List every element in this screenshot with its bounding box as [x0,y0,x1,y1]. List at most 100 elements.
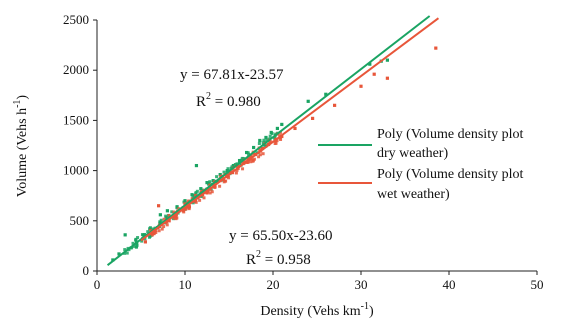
legend-item-dry: Poly (Volume density plot dry weather) [318,127,523,161]
legend-label-wet-line1: Poly (Volume density plot [377,167,523,182]
point-wet-cloud [249,160,253,164]
point-wet [434,46,438,50]
point-dry [165,209,169,213]
legend-item-wet: Poly (Volume density plot wet weather) [318,167,523,202]
dry-equation: y = 67.81x-23.57 [180,67,284,83]
point-wet-cloud [258,148,262,152]
point-wet-cloud [251,159,255,163]
y-tick-label: 500 [70,213,90,228]
point-dry [231,163,235,168]
x-tick-label: 0 [94,277,101,292]
point-wet-cloud [210,190,214,194]
point-wet-cloud [228,170,232,174]
point-wet [167,219,171,223]
point-dry-cloud [147,235,151,239]
y-tick-label: 0 [83,263,90,278]
point-wet-cloud [231,168,235,172]
point-dry-cloud [222,170,226,174]
point-wet-cloud [218,184,222,188]
point-dry-cloud [170,210,174,214]
y-tick-label: 1500 [63,112,89,127]
point-wet-cloud [167,213,171,217]
point-wet-cloud [150,231,154,235]
point-wet [293,126,297,131]
point-dry [269,130,273,135]
axes [96,20,537,272]
point-dry-cloud [208,180,212,184]
point-wet-cloud [202,196,206,200]
point-wet-cloud [198,198,202,202]
point-wet-cloud [165,223,169,227]
point-wet-cloud [278,136,282,140]
y-axis-title: Volume (Vehs h-1) [12,95,30,198]
point-wet [212,183,216,187]
point-dry-cloud [146,230,150,234]
point-dry-cloud [268,134,272,138]
point-dry [225,169,229,173]
point-wet-cloud [224,179,228,183]
point-wet-cloud [245,157,249,161]
point-dry [123,233,127,237]
point-wet-cloud [249,155,253,159]
point-dry-cloud [261,141,265,145]
point-dry [368,62,372,66]
point-dry-cloud [142,233,146,237]
point-dry [218,173,222,177]
legend: Poly (Volume density plot dry weather) P… [318,127,523,202]
y-tick-label: 2500 [63,12,89,27]
legend-label-dry-line1: Poly (Volume density plot [377,127,523,142]
point-dry [190,193,194,197]
point-wet [152,231,156,235]
point-dry-cloud [123,251,127,255]
x-tick-label: 20 [267,277,280,292]
point-dry [264,135,268,140]
point-dry [245,150,249,155]
point-dry [205,181,209,185]
point-wet-cloud [160,227,164,231]
point-dry-cloud [265,138,269,142]
point-wet [236,164,240,169]
x-tick-label: 40 [443,277,456,292]
wet-r-squared: R2 = 0.958 [246,249,311,268]
point-wet-cloud [240,160,244,164]
point-dry [385,58,389,62]
x-tick-label: 30 [355,277,368,292]
point-wet-cloud [186,199,190,203]
point-wet-cloud [227,176,231,180]
point-dry [183,199,187,203]
point-dry-cloud [135,243,139,247]
dry-r-squared: R2 = 0.980 [196,91,261,110]
point-dry-cloud [257,142,261,146]
point-wet-cloud [213,185,217,189]
point-wet [143,240,147,244]
point-dry-cloud [195,189,199,193]
point-wet-cloud [162,217,166,221]
point-wet-cloud [177,207,181,211]
point-wet-cloud [257,155,261,159]
point-dry-cloud [151,227,155,231]
point-dry-cloud [233,163,237,167]
legend-label-dry-line2: dry weather) [377,146,448,161]
point-wet [311,116,315,120]
point-dry-cloud [123,248,127,252]
point-dry [175,205,179,209]
y-tick-label: 2000 [63,62,89,77]
point-wet-cloud [172,216,176,220]
point-dry-cloud [134,238,138,242]
wet-equation: y = 65.50x-23.60 [229,228,332,244]
point-wet-cloud [279,137,283,141]
point-wet [181,209,185,213]
point-wet-cloud [258,153,262,157]
point-dry [194,163,199,168]
point-dry-cloud [136,236,140,240]
point-wet [359,84,363,88]
point-dry-cloud [262,138,266,142]
point-dry-cloud [132,244,136,248]
point-dry-cloud [131,241,135,245]
x-tick-label: 10 [179,277,192,292]
point-wet [333,103,337,107]
point-dry-cloud [215,175,219,179]
point-wet-cloud [252,157,256,161]
